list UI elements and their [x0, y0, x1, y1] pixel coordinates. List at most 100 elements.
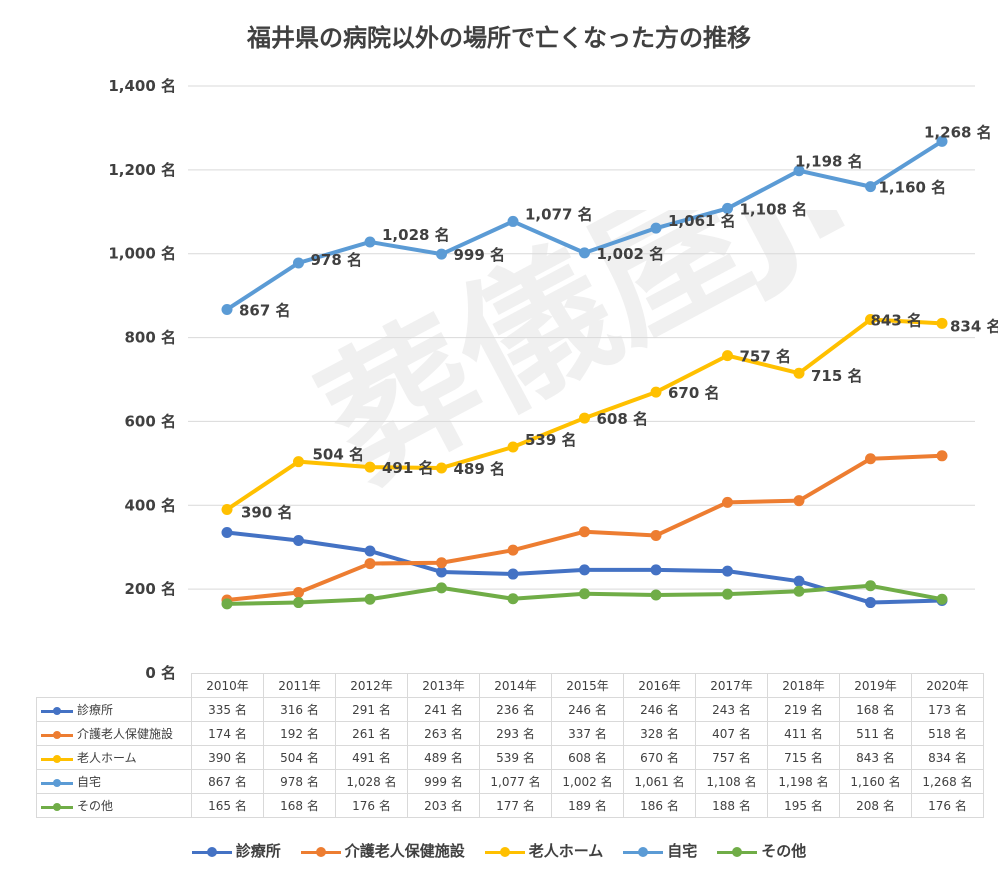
data-label: 1,198 名: [795, 153, 863, 171]
table-cell: 715 名: [767, 745, 840, 770]
data-point: [221, 527, 233, 539]
data-point: [293, 535, 304, 547]
data-label: 843 名: [871, 312, 923, 330]
table-cell: 293 名: [479, 721, 552, 746]
table-cell: 504 名: [263, 745, 336, 770]
data-point: [579, 588, 590, 600]
data-point: [793, 495, 805, 507]
table-cell: 246 名: [623, 697, 696, 722]
table-cell: 390 名: [191, 745, 264, 770]
data-label: 491 名: [382, 459, 434, 477]
table-header-row: 2010年 2011年 2012年 2013年 2014年 2015年 2016年 2017年…: [36, 673, 984, 698]
table-year-header: 2011年: [263, 673, 336, 698]
table-cell: 843 名: [839, 745, 912, 770]
table-cell: 335 名: [191, 697, 264, 722]
legend-item: 自宅: [623, 840, 697, 861]
data-point: [221, 503, 233, 515]
data-label: 608 名: [597, 410, 649, 428]
series-name-label: 老人ホーム: [77, 751, 137, 765]
data-label: 1,108 名: [740, 200, 808, 218]
data-point: [579, 526, 590, 538]
data-point: [865, 597, 876, 609]
data-point: [436, 248, 447, 260]
y-tick-label: 600 名: [124, 412, 176, 430]
table-year-header: 2017年: [695, 673, 768, 698]
table-cell: 834 名: [911, 745, 984, 770]
table-cell: 165 名: [191, 793, 264, 818]
legend-label: その他: [761, 842, 807, 860]
table-cell: 1,108 名: [695, 769, 768, 794]
table-cell: 328 名: [623, 721, 696, 746]
table-series-name: 自宅: [36, 769, 192, 794]
data-point: [936, 593, 948, 605]
table-cell: 263 名: [407, 721, 480, 746]
table-cell: 176 名: [335, 793, 408, 818]
table-series-name: 介護老人保健施設: [36, 721, 192, 746]
data-point: [293, 586, 304, 598]
table-cell: 539 名: [479, 745, 552, 770]
data-point: [722, 202, 733, 214]
table-cell: 174 名: [191, 721, 264, 746]
table-cell: 1,198 名: [767, 769, 840, 794]
table-cell: 1,028 名: [335, 769, 408, 794]
table-cell: 670 名: [623, 745, 696, 770]
table-cell: 192 名: [263, 721, 336, 746]
data-point: [650, 589, 662, 601]
table-cell: 177 名: [479, 793, 552, 818]
table-row: 診療所 335 名 316 名 291 名 241 名 236 名 246 名 246 名 24…: [36, 697, 984, 722]
series-marker-icon: [41, 778, 73, 788]
table-cell: 1,002 名: [551, 769, 624, 794]
table-cell: 978 名: [263, 769, 336, 794]
data-point: [507, 215, 519, 227]
series-name-label: 自宅: [77, 775, 102, 789]
table-cell: 236 名: [479, 697, 552, 722]
y-tick-label: 1,200 名: [108, 161, 176, 179]
series-marker-icon: [191, 846, 232, 857]
data-point: [221, 598, 233, 610]
table-cell: 316 名: [263, 697, 336, 722]
table-cell: 168 名: [263, 793, 336, 818]
table-year-header: 2013年: [407, 673, 480, 698]
table-cell: 261 名: [335, 721, 408, 746]
table-cell: 1,077 名: [479, 769, 552, 794]
table-series-name: 診療所: [36, 697, 192, 722]
table-cell: 999 名: [407, 769, 480, 794]
data-label: 390 名: [241, 503, 293, 521]
data-label: 489 名: [454, 460, 506, 478]
data-point: [436, 566, 447, 578]
data-point: [650, 222, 662, 234]
data-point: [507, 568, 519, 580]
data-point: [722, 496, 733, 508]
table-cell: 186 名: [623, 793, 696, 818]
data-point: [436, 462, 447, 474]
table-cell: 518 名: [911, 721, 984, 746]
data-point: [364, 545, 376, 557]
table-cell: 411 名: [767, 721, 840, 746]
data-point: [293, 456, 304, 468]
data-point: [793, 367, 805, 379]
legend-label: 自宅: [667, 842, 698, 860]
data-point: [293, 597, 304, 609]
data-point: [722, 565, 733, 577]
data-label: 1,061 名: [668, 212, 736, 230]
table-year-header: 2020年: [911, 673, 984, 698]
data-point: [865, 181, 876, 193]
data-point: [936, 135, 948, 147]
legend-item: 介護老人保健施設: [300, 840, 465, 861]
legend-label: 診療所: [235, 842, 281, 860]
table-cell: 1,061 名: [623, 769, 696, 794]
table-cell: 608 名: [551, 745, 624, 770]
legend-label: 老人ホーム: [528, 842, 604, 860]
table-cell: 173 名: [911, 697, 984, 722]
data-point: [364, 236, 376, 248]
table-row: その他 165 名 168 名 176 名 203 名 177 名 189 名 186 名 18…: [36, 793, 984, 818]
table-cell: 337 名: [551, 721, 624, 746]
table-cell: 1,268 名: [911, 769, 984, 794]
table-cell: 241 名: [407, 697, 480, 722]
table-cell: 203 名: [407, 793, 480, 818]
y-tick-label: 200 名: [124, 580, 176, 598]
table-year-header: 2012年: [335, 673, 408, 698]
data-point: [793, 585, 805, 597]
data-point: [650, 564, 662, 576]
data-label: 757 名: [740, 348, 792, 366]
